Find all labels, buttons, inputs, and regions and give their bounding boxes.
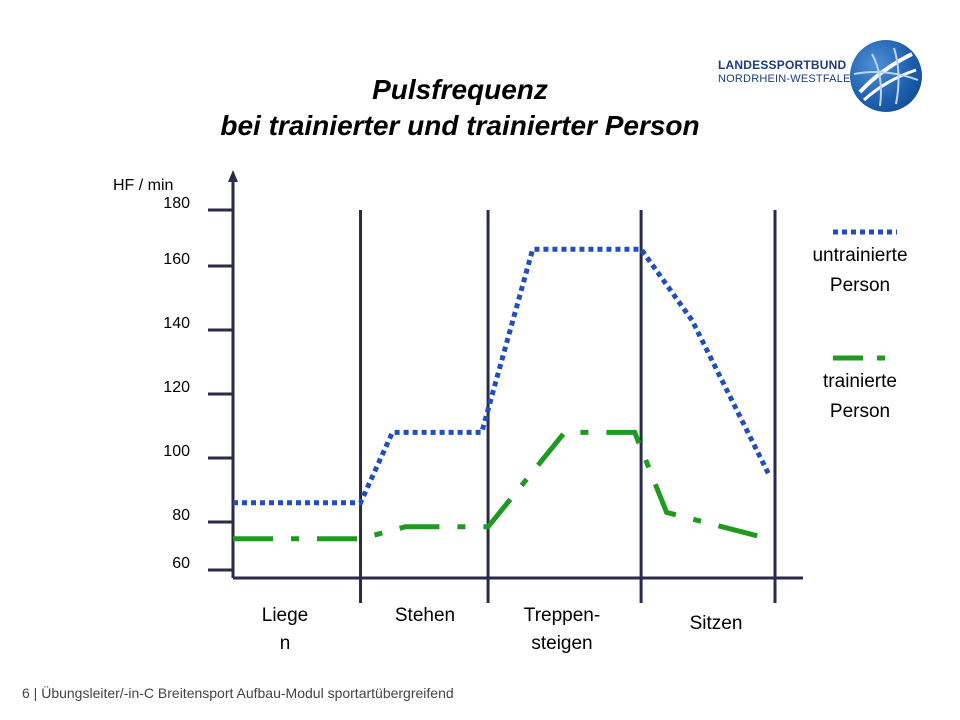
y-tick-label-100: 100 — [163, 443, 190, 460]
y-tick-label-160: 160 — [163, 251, 190, 268]
y-tick-label-180: 180 — [163, 195, 190, 212]
segment-labels: Liege n Stehen Treppen-steigen Sitzen — [262, 605, 743, 654]
y-tick-label-120: 120 — [163, 379, 190, 396]
x-segment-label-2: Treppen-steigen — [524, 605, 600, 654]
logo-line-2: NORDRHEIN-WESTFALEN — [718, 73, 859, 85]
series-layer — [232, 246, 771, 542]
title-line-1: Pulsfrequenz — [372, 74, 548, 105]
legend-label-1: trainierte Person — [823, 371, 897, 422]
series-line-1 — [233, 429, 770, 542]
logo-line-1: LANDESSPORTBUND — [718, 58, 847, 72]
series-line-0 — [233, 246, 771, 506]
x-segment-label-0: Liege n — [262, 605, 309, 654]
chart-title: Pulsfrequenz bei trainierter und trainie… — [0, 72, 920, 144]
x-segment-label-3: Sitzen — [690, 613, 743, 634]
y-tick-label-140: 140 — [163, 315, 190, 332]
x-segment-label-1: Stehen — [395, 605, 455, 626]
segment-dividers — [359, 210, 777, 603]
axes: HF / min — [113, 170, 803, 580]
legend: untrainierte Person trainierte Person — [812, 229, 908, 422]
y-tick-label-80: 80 — [172, 507, 190, 524]
y-tick-label-60: 60 — [172, 555, 190, 572]
globe-icon — [850, 40, 922, 112]
organization-logo: LANDESSPORTBUND NORDRHEIN-WESTFALEN — [718, 38, 930, 116]
legend-label-0: untrainierte Person — [812, 245, 907, 296]
y-ticks: 60 80 100 120 140 160 180 — [163, 195, 233, 572]
logo-text: LANDESSPORTBUND NORDRHEIN-WESTFALEN — [718, 58, 859, 86]
y-axis-label: HF / min — [113, 177, 173, 194]
title-line-2: bei trainierter und trainierter Person — [220, 110, 700, 141]
y-axis-arrow — [228, 170, 238, 182]
footer-text: 6 | Übungsleiter/-in-C Breitensport Aufb… — [22, 685, 454, 701]
